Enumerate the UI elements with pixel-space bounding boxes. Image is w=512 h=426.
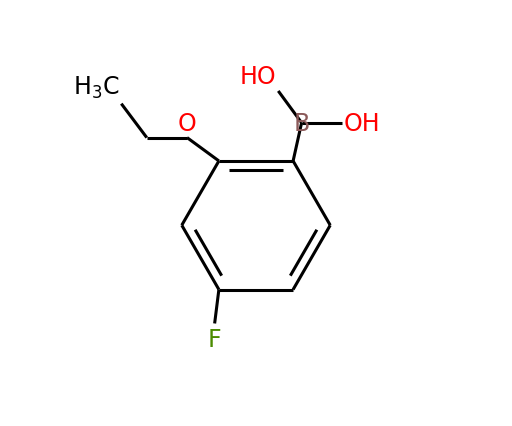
Text: F: F [208,327,222,351]
Text: O: O [178,112,197,136]
Text: HO: HO [240,64,276,88]
Text: H$_3$C: H$_3$C [73,75,119,101]
Text: OH: OH [344,112,380,135]
Text: B: B [293,112,310,135]
